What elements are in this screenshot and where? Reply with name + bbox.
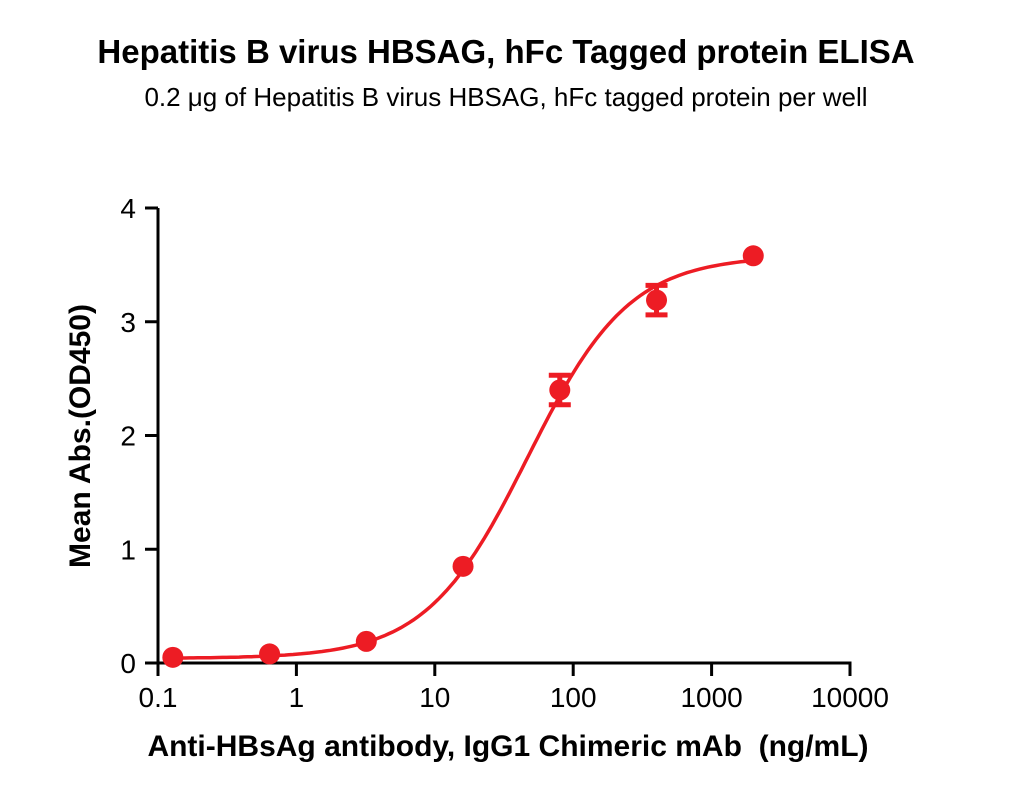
data-point (162, 646, 184, 668)
x-tick-label: 10 (419, 682, 450, 713)
data-point (549, 379, 571, 401)
x-tick-label: 10000 (811, 682, 889, 713)
data-point (646, 289, 668, 311)
y-tick-label: 3 (120, 307, 136, 338)
x-tick-label: 1000 (680, 682, 742, 713)
fit-curve (171, 258, 756, 660)
x-axis-label: Anti-HBsAg antibody, IgG1 Chimeric mAb (… (147, 730, 868, 763)
data-point (452, 555, 474, 577)
y-tick-label: 2 (120, 421, 136, 452)
y-tick-label: 1 (120, 534, 136, 565)
y-tick-label: 0 (120, 648, 136, 679)
x-tick-label: 1 (289, 682, 305, 713)
data-point (742, 245, 764, 267)
x-tick-label: 0.1 (139, 682, 178, 713)
chart-title: Hepatitis B virus HBSAG, hFc Tagged prot… (97, 33, 915, 70)
data-point (259, 643, 281, 665)
data-point (355, 630, 377, 652)
x-tick-label: 100 (550, 682, 597, 713)
y-axis-label: Mean Abs.(OD450) (64, 304, 97, 568)
chart-subtitle: 0.2 μg of Hepatitis B virus HBSAG, hFc t… (144, 82, 868, 112)
y-tick-label: 4 (120, 193, 136, 224)
